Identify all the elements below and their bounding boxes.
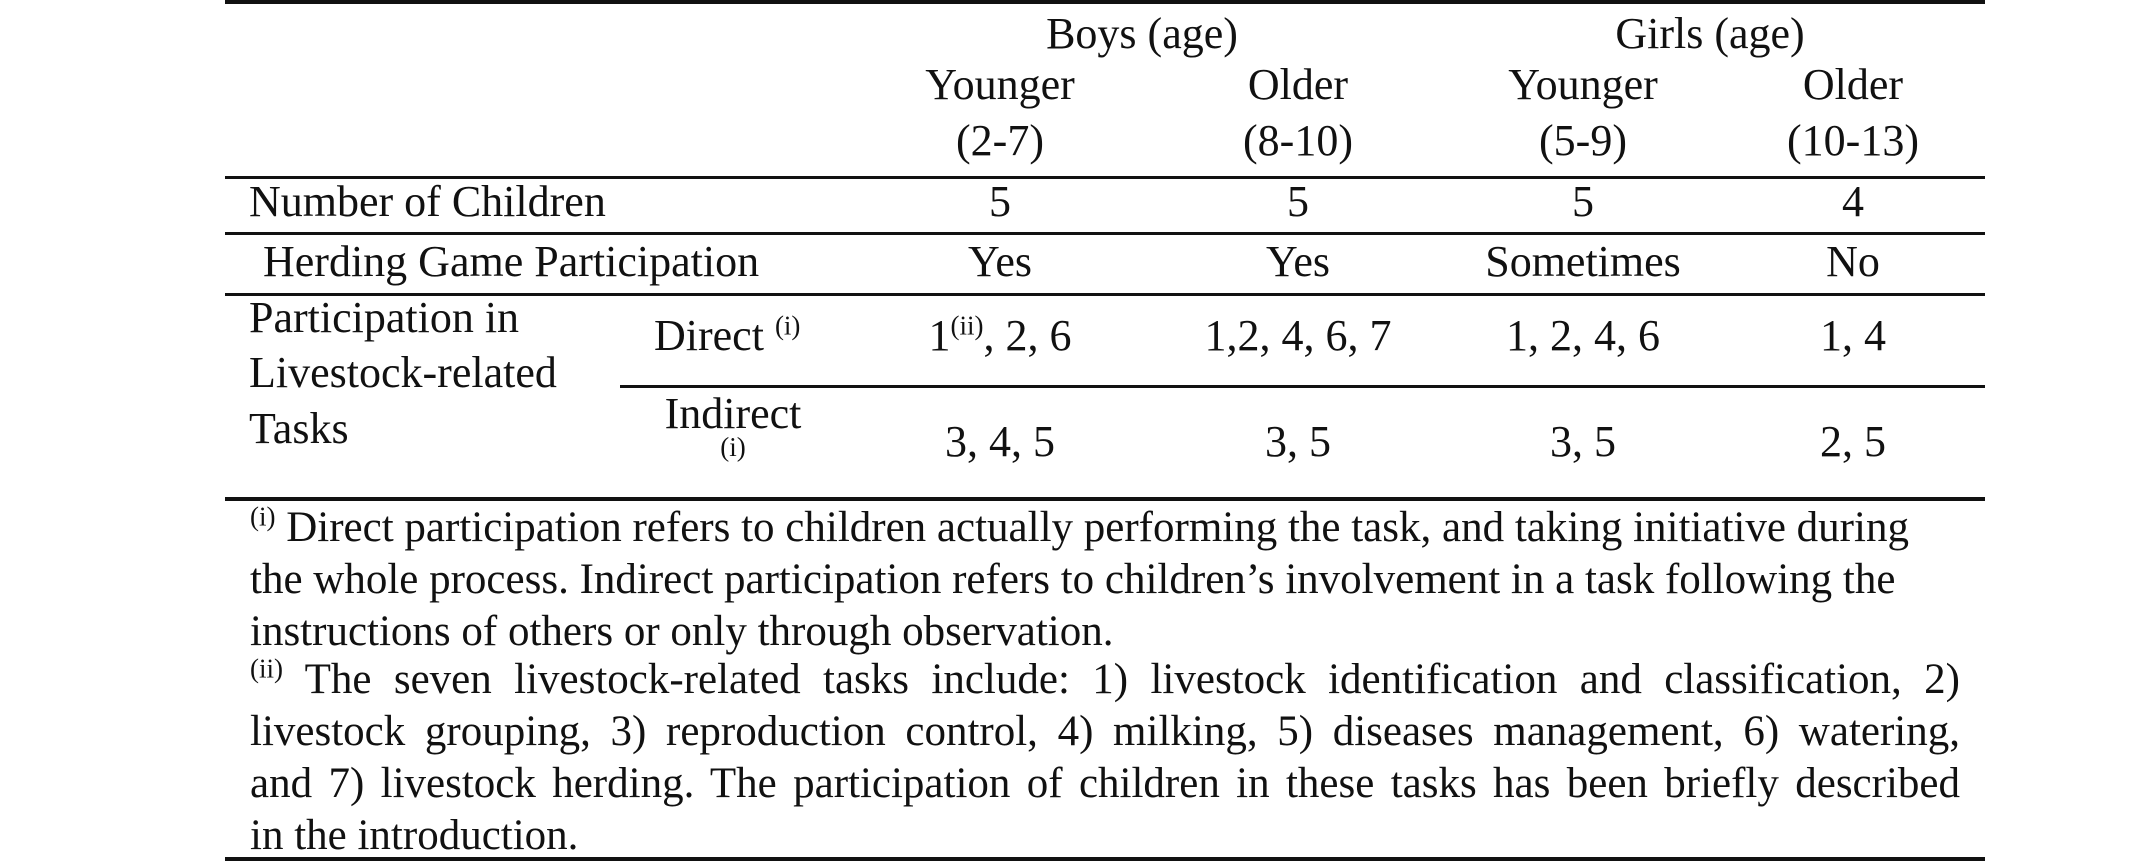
table-bottom-rule — [225, 497, 1985, 501]
col-header-girls-older-range: (10-13) — [1787, 116, 1919, 165]
cell-direct-girls-younger: 1, 2, 4, 6 — [1506, 311, 1660, 360]
cell-direct-boys-younger-suffix: , 2, 6 — [983, 311, 1072, 360]
footnote-2: (ii) The seven livestock-related tasks i… — [250, 654, 1960, 862]
row-label-participation-line2: Livestock-related — [249, 348, 557, 397]
row-label-number-of-children: Number of Children — [249, 177, 606, 226]
cell-direct-boys-older: 1,2, 4, 6, 7 — [1204, 311, 1392, 360]
cell-herding-girls-older: No — [1826, 237, 1880, 286]
cell-children-boys-younger: 5 — [989, 177, 1011, 226]
cell-indirect-girls-younger: 3, 5 — [1550, 417, 1616, 466]
row-label-participation-line3: Tasks — [249, 404, 349, 453]
cell-indirect-boys-younger: 3, 4, 5 — [945, 417, 1055, 466]
subrow-label-indirect: Indirect — [664, 389, 802, 438]
row-divider-direct-indirect — [620, 385, 1985, 388]
cell-direct-girls-older: 1, 4 — [1820, 311, 1886, 360]
cell-direct-boys-younger: 1(ii), 2, 6 — [929, 310, 1072, 362]
footnote-2-marker: (ii) — [250, 653, 283, 684]
header-group-girls: Girls (age) — [1615, 9, 1805, 58]
cell-direct-boys-younger-value: 1 — [928, 311, 951, 360]
header-bottom-rule — [225, 176, 1985, 179]
col-header-boys-younger-range: (2-7) — [956, 116, 1044, 165]
header-group-boys: Boys (age) — [1046, 9, 1238, 58]
col-header-boys-older-label: Older — [1247, 60, 1349, 109]
row-divider-2 — [225, 293, 1985, 296]
col-header-girls-older-label: Older — [1802, 60, 1904, 109]
footnote-1-line3: instructions of others or only through o… — [250, 608, 1114, 655]
col-header-girls-younger-label: Younger — [1508, 60, 1658, 109]
cell-indirect-boys-older: 3, 5 — [1265, 417, 1331, 466]
footnote-2-line1: (ii) The seven livestock-related tasks i… — [250, 654, 1960, 706]
footnote-1-line1-text: Direct participation refers to children … — [286, 504, 1909, 551]
subrow-label-direct: Direct (i) — [654, 310, 800, 362]
col-header-girls-younger-range: (5-9) — [1539, 116, 1627, 165]
row-divider-1 — [225, 232, 1985, 235]
cell-children-girls-younger: 5 — [1572, 177, 1594, 226]
footnote-1-line1: (i) Direct participation refers to child… — [250, 502, 1960, 554]
cell-children-boys-older: 5 — [1287, 177, 1309, 226]
col-header-boys-younger-label: Younger — [925, 60, 1075, 109]
footnote-1-line2: the whole process. Indirect participatio… — [250, 556, 1896, 603]
cell-herding-boys-older: Yes — [1265, 237, 1331, 286]
footnote-2-line1-text: The seven livestock-related tasks includ… — [304, 656, 1960, 703]
footnote-2-line3: and 7) livestock herding. The participat… — [250, 760, 1960, 807]
cell-herding-boys-younger: Yes — [967, 237, 1033, 286]
cell-indirect-girls-older: 2, 5 — [1820, 417, 1886, 466]
footnote-marker-ii-inline: (ii) — [950, 310, 984, 341]
footnote-2-line4: in the introduction. — [250, 812, 579, 859]
table-top-rule — [225, 0, 1985, 4]
row-label-herding-game: Herding Game Participation — [263, 237, 760, 286]
cell-herding-girls-younger: Sometimes — [1485, 237, 1681, 286]
footnote-1: (i) Direct participation refers to child… — [250, 502, 1960, 658]
cell-children-girls-older: 4 — [1842, 177, 1864, 226]
col-header-boys-older-range: (8-10) — [1243, 116, 1353, 165]
footnote-2-line2: livestock grouping, 3) reproduction cont… — [250, 708, 1960, 755]
footnote-1-marker: (i) — [250, 501, 276, 532]
notes-bottom-rule — [225, 857, 1985, 861]
footnote-marker-indirect: (i) — [720, 432, 746, 462]
row-label-participation-line1: Participation in — [249, 293, 520, 342]
subrow-label-direct-text: Direct — [654, 311, 764, 360]
footnote-marker-direct: (i) — [774, 310, 801, 341]
